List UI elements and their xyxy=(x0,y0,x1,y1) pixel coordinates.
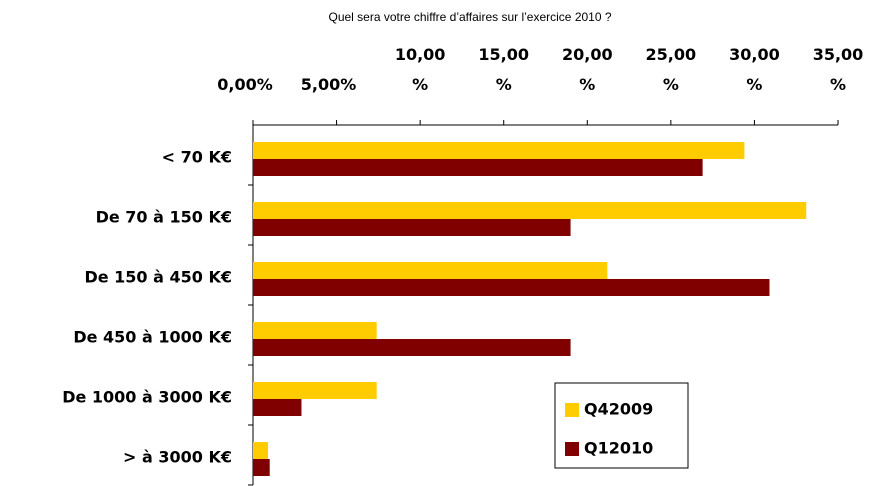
y-tick-label: > à 3000 K€ xyxy=(123,448,232,467)
bar xyxy=(253,262,608,279)
x-tick-label: 20,00 % xyxy=(561,45,613,94)
bar xyxy=(253,219,571,236)
legend-label: Q12010 xyxy=(584,439,653,458)
x-tick-label: 10,00 % xyxy=(394,45,446,94)
x-tick-label: 0,00% xyxy=(217,75,273,94)
y-tick-label: De 450 à 1000 K€ xyxy=(73,328,232,347)
y-tick-label: De 1000 à 3000 K€ xyxy=(62,388,232,407)
legend-swatch xyxy=(565,403,579,417)
y-tick-label: De 150 à 450 K€ xyxy=(84,268,232,287)
bar xyxy=(253,459,270,476)
y-tick-label: < 70 K€ xyxy=(162,148,232,167)
x-tick-label: 25,00 % xyxy=(645,45,697,94)
bar xyxy=(253,339,571,356)
legend-label: Q42009 xyxy=(584,400,653,419)
chart-title: Quel sera votre chiffre d’affaires sur l… xyxy=(328,10,611,24)
x-tick-label: 5,00% xyxy=(300,75,357,94)
bar xyxy=(253,159,703,176)
bar xyxy=(253,382,377,399)
x-tick-label: 30,00 % xyxy=(729,45,780,94)
bar xyxy=(253,142,745,159)
bar xyxy=(253,279,770,296)
bar xyxy=(253,442,269,459)
bar xyxy=(253,322,377,339)
x-tick-label: 15,00 % xyxy=(478,45,529,94)
x-tick-label: 35,00 % xyxy=(812,45,864,94)
y-tick-label: De 70 à 150 K€ xyxy=(96,208,232,227)
bar xyxy=(253,399,302,416)
bar xyxy=(253,202,807,219)
legend-swatch xyxy=(565,442,579,456)
